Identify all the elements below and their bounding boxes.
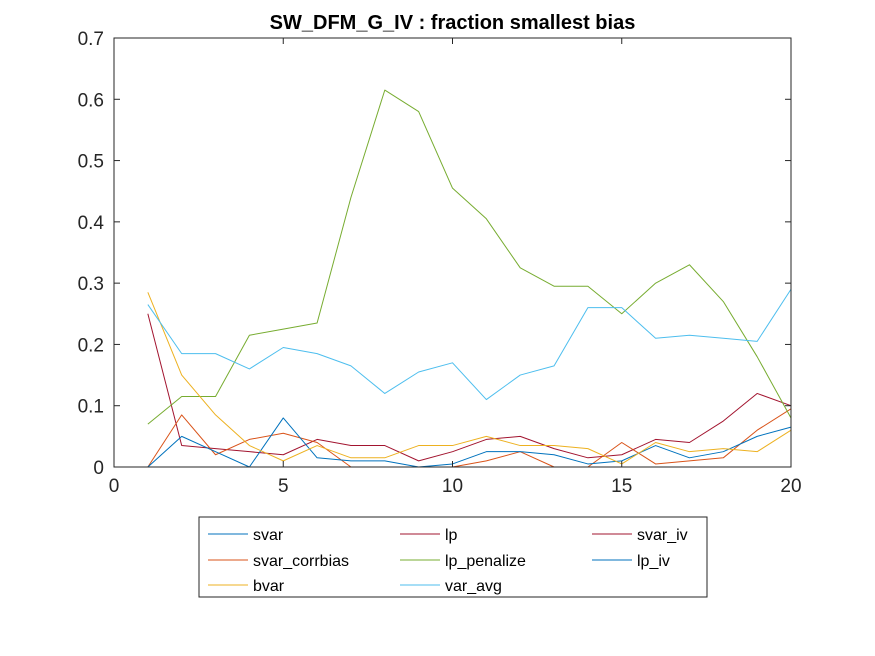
x-tick-label: 10 xyxy=(442,476,463,497)
legend-box xyxy=(198,516,708,598)
y-tick-label: 0.3 xyxy=(78,274,104,295)
x-tick-label: 5 xyxy=(278,476,289,497)
series-line-svar-iv xyxy=(147,313,792,462)
legend-label-lp-penalize: lp_penalize xyxy=(445,553,526,570)
y-tick-label: 0 xyxy=(93,458,104,479)
y-tick-label: 0.2 xyxy=(78,335,104,356)
y-tick-label: 0.7 xyxy=(78,29,104,50)
x-tick-label: 20 xyxy=(780,476,801,497)
legend: svar lp svar_iv svar_corrbias lp_penalize lp_… xyxy=(198,516,708,598)
legend-label-svar-iv: svar_iv xyxy=(637,527,688,544)
series-line-svar-corrbias xyxy=(147,408,792,468)
legend-label-var-avg: var_avg xyxy=(445,578,502,595)
series-line-lp-penalize xyxy=(147,89,792,425)
legend-label-lp-iv: lp_iv xyxy=(637,553,670,570)
legend-label-svar-corrbias: svar_corrbias xyxy=(253,553,349,570)
y-tick-label: 0.6 xyxy=(78,90,104,111)
y-tick-label: 0.1 xyxy=(78,397,104,418)
plot-area xyxy=(114,38,791,467)
x-tick-label: 15 xyxy=(611,476,632,497)
series-line-var-avg xyxy=(147,288,792,401)
chart-title: SW_DFM_G_IV : fraction smallest bias xyxy=(270,12,636,34)
legend-label-bvar: bvar xyxy=(253,578,285,595)
series-line-bvar xyxy=(147,292,792,465)
x-tick-label: 0 xyxy=(109,476,120,497)
axis-layer: 0 5 10 15 20 0 0.1 0.2 0.3 0.4 0.5 0.6 0.7 xyxy=(78,29,802,497)
legend-label-svar: svar xyxy=(253,527,284,544)
y-tick-label: 0.4 xyxy=(78,213,105,234)
series-line-lp-iv xyxy=(147,417,792,468)
y-tick-label: 0.5 xyxy=(78,152,104,173)
legend-label-lp: lp xyxy=(445,527,458,544)
